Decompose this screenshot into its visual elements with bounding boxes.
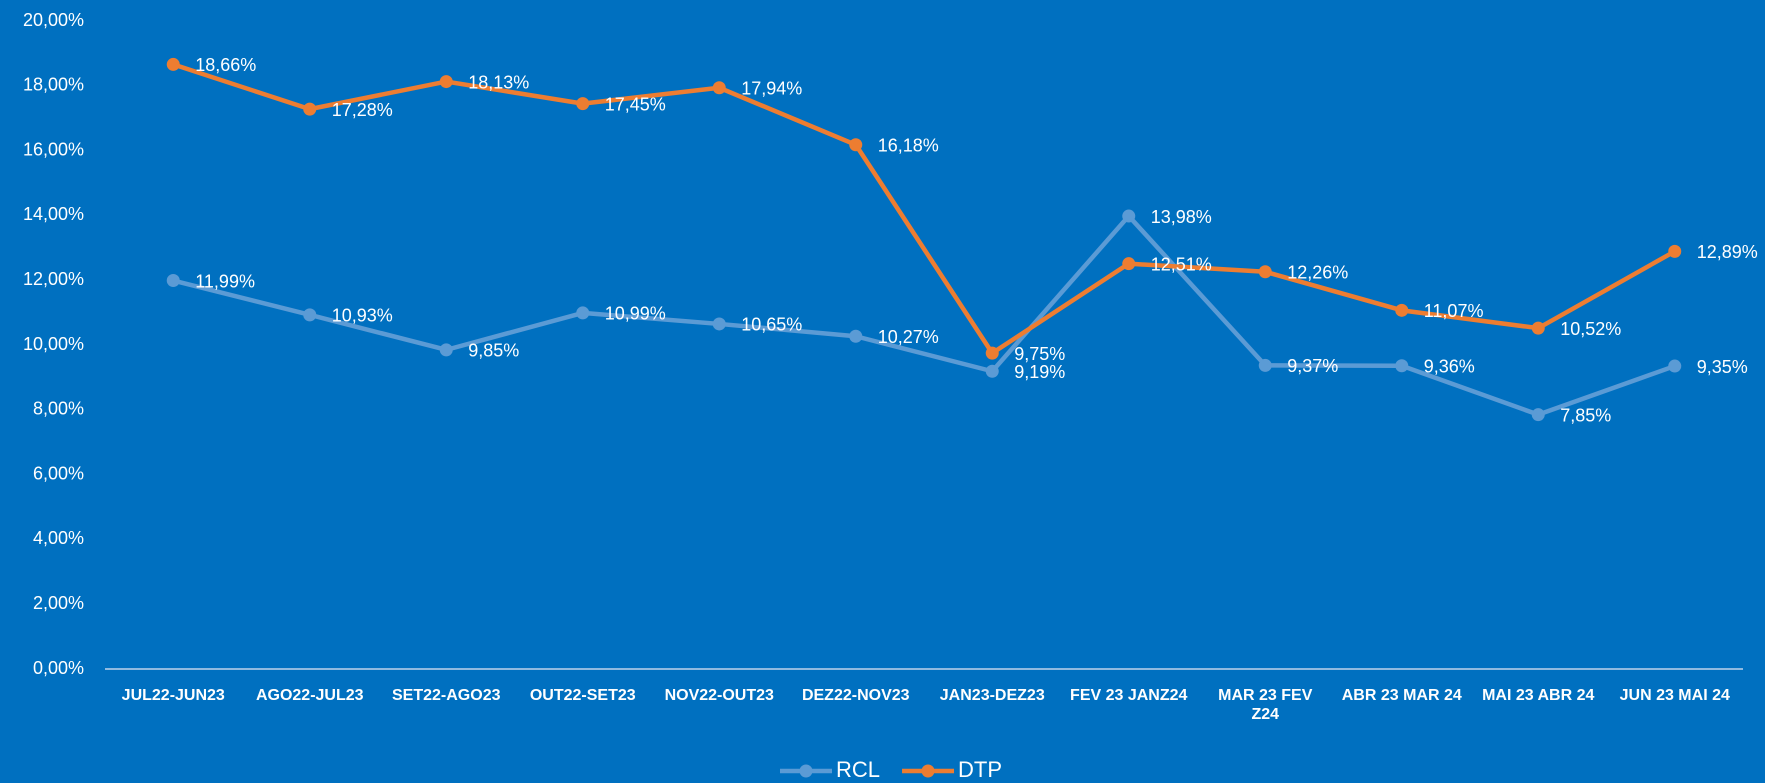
data-label: 17,45% <box>605 94 666 114</box>
data-label: 11,99% <box>195 271 255 291</box>
x-tick-label: NOV22-OUT23 <box>664 687 774 704</box>
x-tick-label: JUN 23 MAI 24 <box>1619 687 1730 704</box>
data-label: 9,85% <box>468 341 519 361</box>
point <box>849 138 863 152</box>
data-label: 17,28% <box>332 100 393 120</box>
point <box>303 308 317 322</box>
point <box>1122 257 1136 271</box>
data-label: 11,07% <box>1424 301 1484 321</box>
point <box>1395 359 1409 373</box>
point <box>1668 359 1682 373</box>
data-label: 10,65% <box>741 315 802 335</box>
legend-marker <box>921 764 935 778</box>
y-tick-label: 12,00% <box>23 269 84 289</box>
point <box>1258 265 1272 279</box>
point <box>1258 358 1272 372</box>
point <box>985 346 999 360</box>
data-label: 12,89% <box>1697 242 1758 262</box>
y-tick-label: 0,00% <box>33 658 84 678</box>
y-tick-label: 18,00% <box>23 75 84 95</box>
point <box>1668 244 1682 258</box>
x-tick-label: JAN23-DEZ23 <box>939 687 1045 704</box>
data-label: 10,93% <box>332 306 393 326</box>
series-line <box>172 62 1676 356</box>
point <box>1122 209 1136 223</box>
data-label: 18,13% <box>468 72 529 92</box>
point <box>439 75 453 89</box>
y-tick-label: 6,00% <box>33 463 84 483</box>
data-label: 16,18% <box>878 136 939 156</box>
data-label: 18,66% <box>195 55 256 75</box>
y-tick-label: 8,00% <box>33 399 84 419</box>
data-label: 12,26% <box>1287 263 1348 283</box>
point <box>303 102 317 116</box>
legend-label: DTP <box>958 757 1002 782</box>
data-label: 9,35% <box>1697 357 1748 377</box>
point <box>1531 408 1545 422</box>
data-label: 7,85% <box>1560 405 1611 425</box>
data-label: 17,94% <box>741 78 802 98</box>
data-label: 9,36% <box>1424 356 1475 376</box>
data-label: 12,51% <box>1151 254 1212 274</box>
point <box>439 343 453 357</box>
data-label: 10,99% <box>605 304 666 324</box>
x-tick-label: DEZ22-NOV23 <box>801 687 910 704</box>
legend-label: RCL <box>836 757 880 782</box>
x-tick-label: MAR 23 FEV Z24 <box>1218 687 1313 723</box>
y-tick-label: 4,00% <box>33 528 84 548</box>
point <box>1395 303 1409 317</box>
data-label: 9,37% <box>1287 356 1338 376</box>
y-tick-label: 14,00% <box>23 204 84 224</box>
x-tick-label: AGO22-JUL23 <box>255 687 364 704</box>
data-label: 10,52% <box>1560 319 1621 339</box>
point <box>1531 321 1545 335</box>
data-label: 13,98% <box>1151 207 1212 227</box>
x-tick-label: MAI 23 ABR 24 <box>1482 687 1595 704</box>
y-tick-label: 20,00% <box>23 10 84 30</box>
point <box>985 364 999 378</box>
point <box>166 57 180 71</box>
x-tick-label: ABR 23 MAR 24 <box>1341 687 1462 704</box>
x-tick-label: SET22-AGO23 <box>392 687 501 704</box>
y-tick-label: 16,00% <box>23 139 84 159</box>
y-tick-label: 2,00% <box>33 593 84 613</box>
point <box>576 306 590 320</box>
x-tick-label: JUL22-JUN23 <box>121 687 225 704</box>
data-label: 10,27% <box>878 327 939 347</box>
x-tick-label: FEV 23 JANZ24 <box>1070 687 1188 704</box>
legend-marker <box>799 764 813 778</box>
series-line <box>172 213 1676 417</box>
point <box>712 81 726 95</box>
data-label: 9,19% <box>1014 362 1065 382</box>
point <box>576 97 590 111</box>
point <box>166 274 180 288</box>
data-label: 9,75% <box>1014 344 1065 364</box>
y-tick-label: 10,00% <box>23 334 84 354</box>
point <box>712 317 726 331</box>
point <box>849 329 863 343</box>
x-tick-label: OUT22-SET23 <box>529 687 636 704</box>
